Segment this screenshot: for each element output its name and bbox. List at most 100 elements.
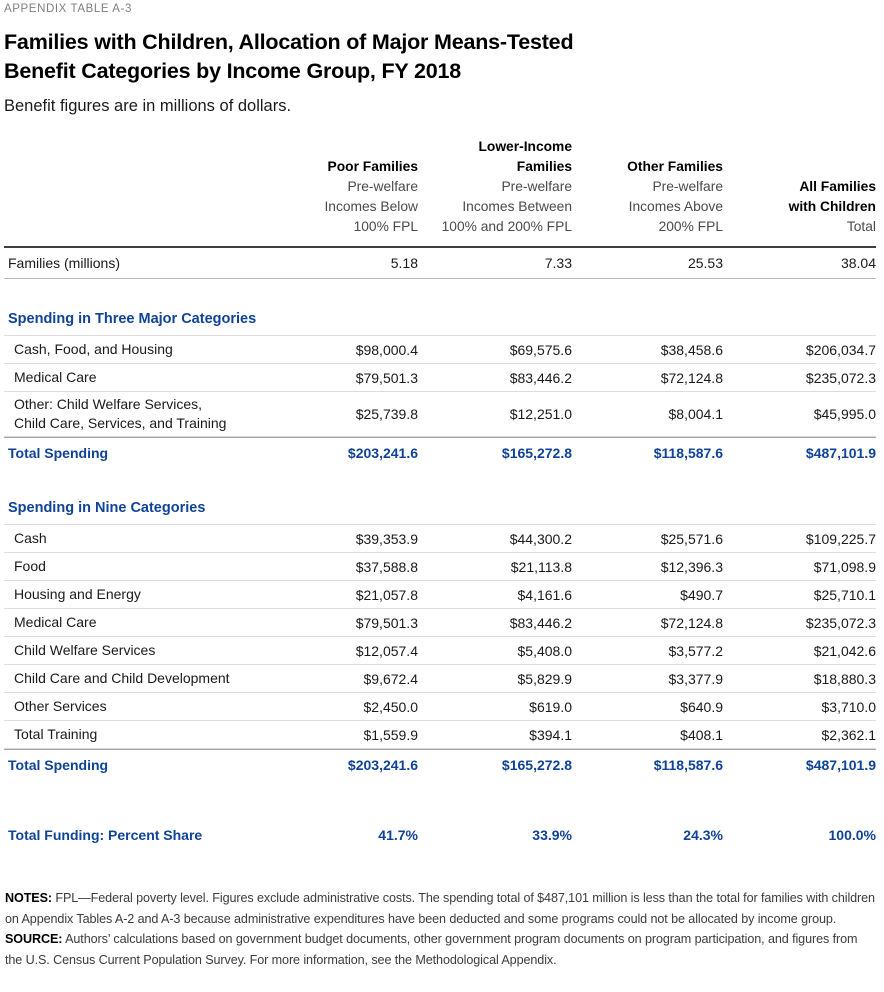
value-other: $72,124.8 bbox=[660, 369, 723, 386]
value-poor: $39,353.9 bbox=[355, 530, 418, 547]
value-lower-income: $4,161.6 bbox=[517, 586, 573, 603]
row-label: Housing and Energy bbox=[14, 586, 141, 602]
column-subtitle: Pre-welfare Incomes Below 100% FPL bbox=[324, 179, 418, 234]
row-label: Medical Care bbox=[14, 614, 97, 630]
table-row: Cash $39,353.9 $44,300.2 $25,571.6 $109,… bbox=[4, 525, 876, 553]
row-label: Cash, Food, and Housing bbox=[14, 341, 173, 357]
source-label: SOURCE: bbox=[5, 932, 63, 946]
table-row: Housing and Energy $21,057.8 $4,161.6 $4… bbox=[4, 581, 876, 609]
notes-text: FPL—Federal poverty level. Figures exclu… bbox=[5, 891, 875, 926]
source-paragraph: SOURCE: Authors’ calculations based on g… bbox=[5, 929, 876, 970]
table-row: Child Care and Child Development $9,672.… bbox=[4, 665, 876, 693]
table-row: Child Welfare Services $12,057.4 $5,408.… bbox=[4, 637, 876, 665]
value-other: $640.9 bbox=[680, 698, 723, 715]
value-lower-income: $83,446.2 bbox=[509, 369, 572, 386]
value-lower-income: $21,113.8 bbox=[510, 558, 572, 575]
value-poor: $203,241.6 bbox=[347, 445, 418, 461]
families-millions-row: Families (millions) 5.18 7.33 25.53 38.0… bbox=[4, 248, 876, 279]
value-poor: $9,672.4 bbox=[363, 670, 419, 687]
column-subtitle: Total bbox=[846, 219, 876, 234]
value-lower-income: 33.9% bbox=[532, 827, 572, 843]
percent-share-row: Total Funding: Percent Share 41.7% 33.9%… bbox=[4, 822, 876, 848]
value-lower-income: $394.1 bbox=[529, 726, 572, 743]
value-poor: $2,450.0 bbox=[363, 698, 419, 715]
table-row: Other Services $2,450.0 $619.0 $640.9 $3… bbox=[4, 693, 876, 721]
value-lower-income: $69,575.6 bbox=[509, 341, 572, 358]
value-other: $3,577.2 bbox=[668, 642, 724, 659]
value-all: $206,034.7 bbox=[805, 341, 876, 358]
row-label: Families (millions) bbox=[8, 255, 121, 271]
value-other: $12,396.3 bbox=[660, 558, 723, 575]
row-label: Child Care and Child Development bbox=[14, 670, 230, 686]
column-subtitle: Pre-welfare Incomes Between 100% and 200… bbox=[441, 179, 572, 234]
table-subtitle: Benefit figures are in millions of dolla… bbox=[4, 97, 292, 115]
value-all: $487,101.9 bbox=[805, 445, 876, 461]
table-row: Cash, Food, and Housing $98,000.4 $69,57… bbox=[4, 336, 876, 364]
table-row: Food $37,588.8 $21,113.8 $12,396.3 $71,0… bbox=[4, 553, 876, 581]
value-lower-income: $5,829.9 bbox=[517, 670, 573, 687]
value-lower-income: 7.33 bbox=[544, 255, 572, 271]
row-label: Total Funding: Percent Share bbox=[8, 827, 203, 843]
table-row: Total Training $1,559.9 $394.1 $408.1 $2… bbox=[4, 721, 876, 749]
column-name: Lower-Income Families bbox=[478, 139, 572, 174]
value-all: $235,072.3 bbox=[805, 369, 876, 386]
table-row: Other: Child Welfare Services, Child Car… bbox=[4, 392, 876, 437]
value-all: $45,995.0 bbox=[813, 406, 876, 422]
notes-paragraph: NOTES: FPL—Federal poverty level. Figure… bbox=[5, 888, 876, 929]
row-label: Medical Care bbox=[14, 369, 97, 385]
value-poor: $12,057.4 bbox=[355, 642, 418, 659]
table-header-row: Poor Families Pre-welfare Incomes Below … bbox=[4, 137, 876, 248]
column-header-lower-income-families: Lower-Income Families Pre-welfare Income… bbox=[418, 137, 572, 237]
table-title: Families with Children, Allocation of Ma… bbox=[4, 30, 574, 83]
value-other: $38,458.6 bbox=[660, 341, 723, 358]
value-all: $2,362.1 bbox=[821, 726, 877, 743]
section-nine-categories: Spending in Nine Categories Cash $39,353… bbox=[4, 495, 876, 780]
value-poor: 5.18 bbox=[390, 255, 418, 271]
value-poor: $1,559.9 bbox=[363, 726, 419, 743]
value-all: $71,098.9 bbox=[813, 558, 876, 575]
value-lower-income: $165,272.8 bbox=[501, 445, 572, 461]
row-label: Other Services bbox=[14, 698, 107, 714]
value-lower-income: $44,300.2 bbox=[509, 530, 572, 547]
value-all: $109,225.7 bbox=[805, 530, 876, 547]
notes-label: NOTES: bbox=[5, 891, 52, 905]
section-three-major-categories: Spending in Three Major Categories Cash,… bbox=[4, 306, 876, 468]
value-other: 24.3% bbox=[683, 827, 723, 843]
value-all: $25,710.1 bbox=[813, 586, 876, 603]
section-heading: Spending in Nine Categories bbox=[4, 495, 876, 525]
value-all: 38.04 bbox=[840, 255, 876, 271]
value-all: $235,072.3 bbox=[805, 614, 876, 631]
column-header-other-families: Other Families Pre-welfare Incomes Above… bbox=[572, 157, 723, 237]
column-name: Other Families bbox=[627, 159, 723, 174]
value-other: $25,571.6 bbox=[660, 530, 723, 547]
source-text: Authors’ calculations based on governmen… bbox=[5, 932, 858, 967]
value-other: 25.53 bbox=[687, 255, 723, 271]
table-row: Medical Care $79,501.3 $83,446.2 $72,124… bbox=[4, 364, 876, 392]
value-other: $490.7 bbox=[680, 586, 723, 603]
column-header-poor-families: Poor Families Pre-welfare Incomes Below … bbox=[268, 157, 418, 237]
value-all: 100.0% bbox=[828, 827, 876, 843]
table-kicker: APPENDIX TABLE A-3 bbox=[4, 3, 132, 15]
value-poor: $79,501.3 bbox=[355, 614, 418, 631]
value-all: $3,710.0 bbox=[821, 698, 877, 715]
value-lower-income: $619.0 bbox=[529, 698, 572, 715]
value-other: $72,124.8 bbox=[660, 614, 723, 631]
section-heading: Spending in Three Major Categories bbox=[4, 306, 876, 336]
total-spending-row: Total Spending $203,241.6 $165,272.8 $11… bbox=[4, 437, 876, 468]
row-label: Child Welfare Services bbox=[14, 642, 156, 658]
value-lower-income: $165,272.8 bbox=[501, 757, 572, 773]
row-label: Total Spending bbox=[8, 445, 109, 461]
value-poor: $203,241.6 bbox=[347, 757, 418, 773]
row-label: Other: Child Welfare Services, Child Car… bbox=[14, 396, 227, 431]
value-all: $487,101.9 bbox=[805, 757, 876, 773]
table-row: Medical Care $79,501.3 $83,446.2 $72,124… bbox=[4, 609, 876, 637]
column-name: Poor Families bbox=[327, 159, 418, 174]
value-other: $118,587.6 bbox=[653, 445, 723, 461]
value-lower-income: $5,408.0 bbox=[517, 642, 573, 659]
value-all: $18,880.3 bbox=[813, 670, 876, 687]
row-label: Total Spending bbox=[8, 757, 109, 773]
value-other: $8,004.1 bbox=[668, 406, 724, 422]
value-other: $3,377.9 bbox=[668, 670, 724, 687]
value-other: $408.1 bbox=[680, 726, 723, 743]
